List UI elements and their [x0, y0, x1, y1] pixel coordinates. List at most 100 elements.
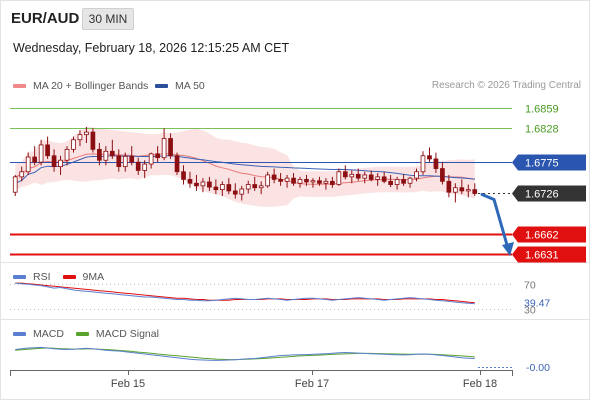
candle-body	[362, 174, 368, 179]
symbol-title: EUR/AUD	[11, 10, 80, 27]
candle-body	[433, 158, 439, 169]
candle-body	[330, 180, 335, 185]
candle-body	[168, 138, 173, 157]
candle-body	[45, 144, 50, 157]
candle-body	[252, 184, 258, 189]
candle-body	[342, 171, 348, 178]
candle-body	[239, 188, 245, 195]
candle-body	[116, 155, 122, 168]
legend-macd-label: MACD	[33, 328, 64, 340]
level-label: 1.6828	[525, 124, 559, 136]
legend-9ma-label: 9MA	[82, 271, 105, 283]
candle-body	[77, 134, 83, 141]
candle-body	[271, 174, 277, 180]
candle-body	[12, 176, 18, 193]
candle-body	[336, 171, 342, 185]
candle-body	[129, 155, 135, 163]
ma20-swatch	[13, 84, 26, 88]
legend-macd-signal-label: MACD Signal	[95, 328, 159, 340]
projection-arrow	[480, 192, 510, 250]
candle-body	[90, 131, 96, 150]
candle-body	[19, 171, 25, 178]
candle-body	[368, 174, 374, 180]
rsi-reference-label: 30	[524, 305, 536, 317]
candle-body	[388, 180, 393, 185]
candle-body	[394, 179, 400, 185]
macd-last-value: -0.00	[526, 362, 550, 374]
candle-body	[427, 155, 432, 160]
candle-body	[310, 180, 316, 183]
bollinger-band	[15, 126, 475, 207]
rsi-reference-label: 70	[524, 279, 536, 291]
legend-ma50: MA 50	[155, 80, 205, 92]
credit-label: Research © 2026 Trading Central	[431, 80, 581, 91]
candle-body	[32, 156, 37, 163]
level-tag	[512, 226, 586, 243]
candle-body	[64, 148, 70, 161]
candle-body	[58, 159, 63, 168]
candle-body	[304, 179, 309, 183]
level-label: 1.6859	[525, 104, 559, 116]
candle-body	[355, 173, 361, 179]
legend-ma50-label: MA 50	[175, 80, 205, 92]
macd-signal-swatch	[75, 332, 89, 336]
candle-body	[265, 174, 270, 187]
candle-body	[278, 179, 283, 182]
projection-arrow-head	[502, 241, 514, 256]
candle-body	[148, 153, 154, 165]
level-label: 1.6631	[525, 250, 559, 262]
candle-body	[381, 176, 387, 182]
candle-body	[97, 148, 102, 161]
candle-body	[407, 177, 413, 184]
candle-body	[38, 144, 44, 163]
x-tick-label: Feb 18	[463, 378, 497, 390]
candle-body	[414, 171, 419, 179]
rsi-9ma-line	[15, 282, 475, 304]
candle-body	[207, 181, 212, 188]
panel-divider	[0, 319, 590, 320]
level-label: 1.6775	[525, 158, 559, 170]
rsi-line	[15, 282, 475, 305]
candle-body	[181, 171, 186, 180]
level-label: 1.6662	[525, 230, 559, 242]
candle-body	[71, 139, 76, 150]
candle-body	[420, 155, 426, 173]
candle-body	[103, 150, 109, 161]
timeframe-button[interactable]: 30 MIN	[82, 8, 134, 30]
x-tick-label: Feb 15	[111, 378, 145, 390]
candle-body	[375, 176, 381, 180]
candle-body	[349, 173, 355, 178]
candle-body	[135, 161, 141, 171]
candle-body	[220, 184, 225, 191]
level-tag	[512, 246, 586, 263]
legend-ma20-bb: MA 20 + Bollinger Bands	[13, 80, 148, 92]
candle-body	[155, 153, 160, 159]
candle-body	[161, 138, 167, 159]
macd-swatch	[13, 332, 26, 336]
rsi-swatch	[13, 275, 26, 279]
legend-macd: MACD MACD Signal	[13, 328, 159, 340]
ma50-line	[14, 155, 475, 184]
legend-ma20-label: MA 20 + Bollinger Bands	[33, 80, 149, 92]
datetime-label: Wednesday, February 18, 2026 12:15:25 AM…	[13, 41, 290, 55]
candle-body	[446, 180, 452, 193]
macd-signal-line	[15, 347, 475, 361]
candle-body	[51, 155, 57, 168]
candle-body	[323, 180, 329, 184]
candle-body	[453, 187, 458, 193]
legend-rsi-label: RSI	[33, 271, 51, 283]
candle-body	[25, 156, 31, 173]
candle-body	[401, 179, 406, 184]
candle-body	[284, 177, 290, 182]
candle-body	[194, 182, 199, 187]
panel-divider	[0, 262, 590, 263]
candle-body	[472, 189, 478, 194]
ma50-swatch	[155, 84, 168, 88]
candle-body	[213, 186, 219, 191]
level-label: 1.6726	[525, 189, 559, 201]
candle-body	[291, 177, 296, 184]
rsi-last-value: 39.47	[524, 298, 550, 310]
level-tag	[512, 154, 586, 171]
candle-body	[440, 168, 445, 182]
